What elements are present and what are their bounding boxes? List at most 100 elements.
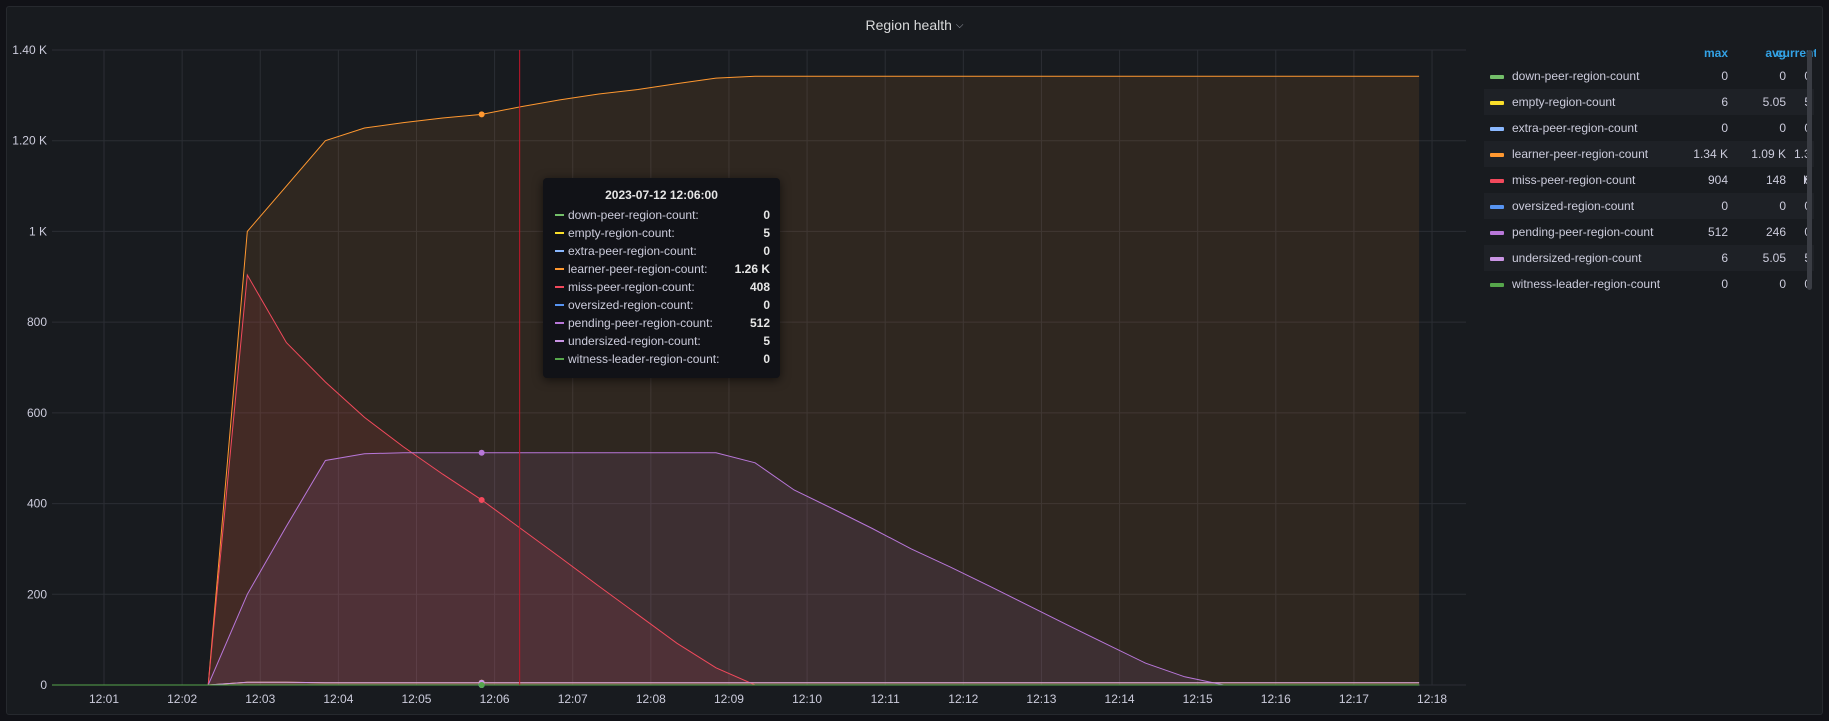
tooltip-series-name: witness-leader-region-count: xyxy=(568,352,720,366)
legend-item-label[interactable]: extra-peer-region-count xyxy=(1512,121,1638,135)
legend-item-label[interactable]: witness-leader-region-count xyxy=(1512,277,1661,291)
tooltip-swatch xyxy=(555,358,564,360)
series-line-pending-peer-region-count[interactable] xyxy=(52,452,1420,686)
legend-item-pending-peer-region-count[interactable]: pending-peer-region-count5122460 xyxy=(1484,219,1814,245)
legend-max-value: 0 xyxy=(1721,199,1728,213)
tooltip-series-value: 5 xyxy=(763,226,770,240)
x-tick-label: 12:01 xyxy=(89,692,119,706)
panel-title[interactable]: Region health xyxy=(865,17,952,33)
tooltip-swatch xyxy=(555,340,564,342)
tooltip-row: oversized-region-count: 0 xyxy=(543,296,780,314)
tooltip-series-name: extra-peer-region-count: xyxy=(568,244,697,258)
legend-rows: down-peer-region-count 0 0 0 empty-region-co… xyxy=(1484,63,1814,297)
x-tick-label: 12:17 xyxy=(1339,692,1369,706)
x-tick-label: 12:15 xyxy=(1183,692,1213,706)
tooltip-row: pending-peer-region-count: 512 xyxy=(543,314,780,332)
tooltip-row: down-peer-region-count: 0 xyxy=(543,206,780,224)
tooltip-series-value: 408 xyxy=(749,280,770,294)
x-tick-label: 12:04 xyxy=(323,692,353,706)
tooltip-swatch xyxy=(555,250,564,252)
legend-item-miss-peer-region-count[interactable]: miss-peer-region-count9041480 xyxy=(1484,167,1814,193)
legend-avg-value: 148 xyxy=(1765,173,1786,187)
y-tick-label: 1.40 K xyxy=(12,43,47,57)
hover-point-witness-leader-region-count xyxy=(478,682,485,688)
legend-item-label[interactable]: down-peer-region-count xyxy=(1512,69,1640,83)
legend-item-down-peer-region-count[interactable]: down-peer-region-count000 xyxy=(1484,63,1814,89)
x-tick-label: 12:12 xyxy=(948,692,978,706)
panel-header[interactable]: Region health ⌵ xyxy=(7,7,1822,43)
legend-avg-value: 5.05 xyxy=(1762,95,1786,109)
legend-col-max[interactable]: max xyxy=(1703,46,1728,60)
y-tick-label: 1 K xyxy=(29,224,47,238)
legend-max-value: 904 xyxy=(1707,173,1728,187)
tooltip-series-name: pending-peer-region-count: xyxy=(568,316,713,330)
tooltip-row: miss-peer-region-count: 408 xyxy=(543,278,780,296)
tooltip-series-name: undersized-region-count: xyxy=(568,334,701,348)
tooltip-swatch xyxy=(555,214,564,216)
hover-point-learner-peer-region-count xyxy=(478,111,485,118)
x-tick-label: 12:09 xyxy=(714,692,744,706)
tooltip-row: empty-region-count: 5 xyxy=(543,224,780,242)
x-tick-label: 12:16 xyxy=(1261,692,1291,706)
legend-swatch xyxy=(1490,257,1504,261)
y-tick-label: 600 xyxy=(27,406,47,420)
x-axis: 12:01 12:02 12:03 12:04 12:05 12:06 12:07 12:08… xyxy=(89,692,1447,706)
legend-header: max avg current xyxy=(1484,43,1816,63)
series-lines xyxy=(52,75,1420,686)
x-tick-label: 12:14 xyxy=(1105,692,1135,706)
tooltip-series-name: miss-peer-region-count: xyxy=(568,280,695,294)
legend-avg-value: 246 xyxy=(1765,225,1786,239)
legend-swatch xyxy=(1490,101,1504,105)
series-line-learner-peer-region-count[interactable] xyxy=(52,75,1420,686)
legend-avg-value: 0 xyxy=(1779,277,1786,291)
tooltip-row: learner-peer-region-count: 1.26 K xyxy=(543,260,780,278)
tooltip-row: extra-peer-region-count: 0 xyxy=(543,242,780,260)
x-tick-label: 12:07 xyxy=(558,692,588,706)
legend-item-label[interactable]: empty-region-count xyxy=(1512,95,1616,109)
x-tick-label: 12:13 xyxy=(1026,692,1056,706)
series-areas xyxy=(52,76,1420,686)
y-tick-label: 0 xyxy=(40,678,47,692)
legend-max-value: 6 xyxy=(1721,95,1728,109)
legend-col-avg[interactable]: avg xyxy=(1765,46,1786,60)
tooltip-series-name: learner-peer-region-count: xyxy=(568,262,708,276)
legend-swatch xyxy=(1490,127,1504,131)
legend-scrollbar[interactable] xyxy=(1807,50,1812,290)
legend-avg-value: 1.09 K xyxy=(1751,147,1786,161)
legend-max-value: 512 xyxy=(1707,225,1728,239)
x-tick-label: 12:03 xyxy=(245,692,275,706)
legend-item-label[interactable]: learner-peer-region-count xyxy=(1512,147,1649,161)
legend-item-learner-peer-region-count[interactable]: learner-peer-region-count 1.34 K 1.09 K 1.3… xyxy=(1484,141,1814,187)
tooltip-swatch xyxy=(555,322,564,324)
tooltip-series-value: 5 xyxy=(763,334,770,348)
series-area-pending-peer-region-count xyxy=(52,452,1420,685)
legend-max-value: 0 xyxy=(1721,121,1728,135)
y-tick-label: 200 xyxy=(27,587,47,601)
hover-point-pending-peer-region-count xyxy=(478,449,485,456)
legend-col-current[interactable]: current xyxy=(1776,46,1816,60)
legend-item-oversized-region-count[interactable]: oversized-region-count000 xyxy=(1484,193,1814,219)
chevron-down-icon[interactable]: ⌵ xyxy=(955,19,964,31)
series-area-miss-peer-region-count xyxy=(52,275,1420,685)
tooltip: 2023-07-12 12:06:00 down-peer-region-cou… xyxy=(543,178,780,378)
series-area-learner-peer-region-count xyxy=(52,76,1420,686)
legend-item-label[interactable]: pending-peer-region-count xyxy=(1512,225,1654,239)
tooltip-series-value: 512 xyxy=(749,316,770,330)
tooltip-series-value: 0 xyxy=(763,352,770,366)
series-line-undersized-region-count[interactable] xyxy=(52,681,1420,686)
legend-item-extra-peer-region-count[interactable]: extra-peer-region-count000 xyxy=(1484,115,1814,141)
legend-item-label[interactable]: undersized-region-count xyxy=(1512,251,1642,265)
x-tick-label: 12:05 xyxy=(401,692,431,706)
tooltip-series-value: 1.26 K xyxy=(734,262,770,276)
legend-swatch xyxy=(1490,153,1504,157)
legend-max-value: 1.34 K xyxy=(1693,147,1728,161)
legend-item-label[interactable]: oversized-region-count xyxy=(1512,199,1635,213)
legend-item-witness-leader-region-count[interactable]: witness-leader-region-count000 xyxy=(1484,271,1814,297)
legend-current-value: 1.34 K xyxy=(1794,147,1811,187)
legend-item-label[interactable]: miss-peer-region-count xyxy=(1512,173,1636,187)
hover-points xyxy=(478,111,485,688)
legend: max avg current down-peer-region-count 0 0… xyxy=(1484,43,1816,297)
legend-max-value: 0 xyxy=(1721,277,1728,291)
